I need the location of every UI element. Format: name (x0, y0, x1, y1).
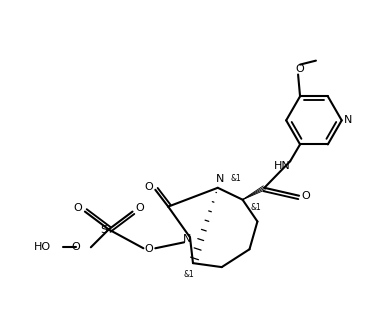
Text: &1: &1 (184, 270, 194, 278)
Text: N: N (215, 174, 224, 184)
Text: O: O (302, 191, 311, 201)
Text: O: O (144, 182, 153, 192)
Text: O: O (135, 203, 144, 213)
Text: N: N (183, 234, 191, 244)
Text: &1: &1 (251, 203, 261, 212)
Text: HO: HO (34, 242, 51, 252)
Text: O: O (296, 64, 304, 74)
Text: O: O (144, 244, 153, 254)
Text: &1: &1 (231, 174, 241, 183)
Text: S: S (100, 225, 107, 235)
Text: O: O (71, 242, 80, 252)
Text: O: O (74, 203, 83, 213)
Text: N: N (343, 115, 352, 126)
Text: HN: HN (274, 161, 291, 171)
